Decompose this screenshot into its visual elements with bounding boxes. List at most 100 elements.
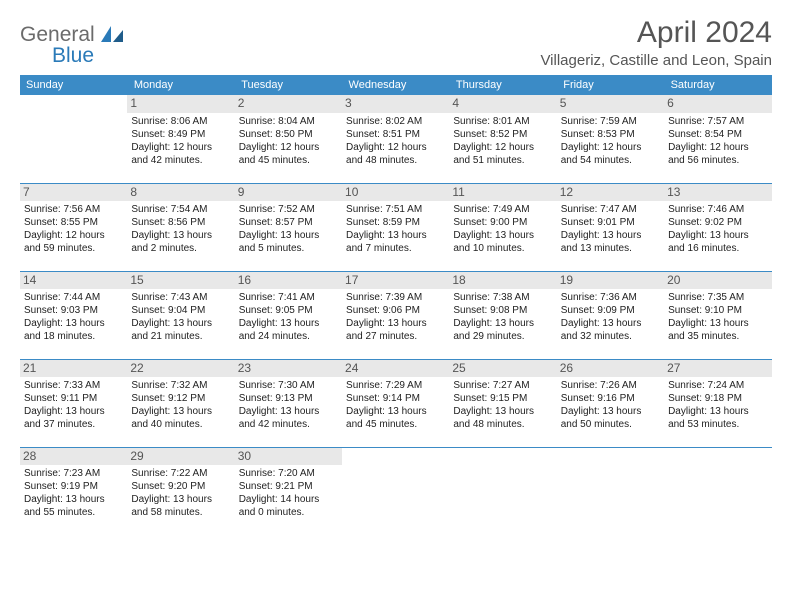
sunset-line: Sunset: 8:53 PM: [561, 128, 660, 141]
sunrise-line: Sunrise: 7:24 AM: [668, 379, 767, 392]
calendar-cell: 14Sunrise: 7:44 AMSunset: 9:03 PMDayligh…: [20, 271, 127, 359]
weekday-header: Sunday: [20, 75, 127, 95]
sunset-line: Sunset: 8:51 PM: [346, 128, 445, 141]
calendar-cell: 12Sunrise: 7:47 AMSunset: 9:01 PMDayligh…: [557, 183, 664, 271]
day-number: 30: [235, 448, 342, 466]
sunset-line: Sunset: 9:20 PM: [131, 480, 230, 493]
brand-part1: General: [20, 23, 95, 46]
daylight-line: Daylight: 14 hours and 0 minutes.: [239, 493, 338, 519]
calendar-cell: [449, 447, 556, 535]
calendar-week-row: 7Sunrise: 7:56 AMSunset: 8:55 PMDaylight…: [20, 183, 772, 271]
day-number: 4: [449, 95, 556, 113]
header: General Blue April 2024 Villageriz, Cast…: [20, 16, 772, 69]
daylight-line: Daylight: 13 hours and 48 minutes.: [453, 405, 552, 431]
sunset-line: Sunset: 8:54 PM: [668, 128, 767, 141]
sunset-line: Sunset: 9:03 PM: [24, 304, 123, 317]
calendar-cell: 22Sunrise: 7:32 AMSunset: 9:12 PMDayligh…: [127, 359, 234, 447]
calendar-cell: 28Sunrise: 7:23 AMSunset: 9:19 PMDayligh…: [20, 447, 127, 535]
daylight-line: Daylight: 13 hours and 16 minutes.: [668, 229, 767, 255]
weekday-header: Friday: [557, 75, 664, 95]
day-number: 25: [449, 360, 556, 378]
location-subtitle: Villageriz, Castille and Leon, Spain: [540, 52, 772, 69]
calendar-cell: 30Sunrise: 7:20 AMSunset: 9:21 PMDayligh…: [235, 447, 342, 535]
calendar-cell: [557, 447, 664, 535]
sunrise-line: Sunrise: 7:26 AM: [561, 379, 660, 392]
sunset-line: Sunset: 9:15 PM: [453, 392, 552, 405]
daylight-line: Daylight: 12 hours and 45 minutes.: [239, 141, 338, 167]
day-number: 22: [127, 360, 234, 378]
calendar-cell: 3Sunrise: 8:02 AMSunset: 8:51 PMDaylight…: [342, 95, 449, 183]
calendar-week-row: 1 Sunrise: 8:06 AMSunset: 8:49 PM Daylight…: [20, 95, 772, 183]
sunset-line: Sunset: 9:11 PM: [24, 392, 123, 405]
daylight-line: Daylight: 12 hours and 54 minutes.: [561, 141, 660, 167]
sunset-line: Sunset: 8:49 PM: [131, 128, 230, 141]
day-number: 15: [127, 272, 234, 290]
calendar-cell: 1Sunrise: 8:06 AMSunset: 8:49 PMDaylight…: [127, 95, 234, 183]
calendar-cell: 8Sunrise: 7:54 AMSunset: 8:56 PMDaylight…: [127, 183, 234, 271]
calendar-cell: 16Sunrise: 7:41 AMSunset: 9:05 PMDayligh…: [235, 271, 342, 359]
daylight-line: Daylight: 13 hours and 50 minutes.: [561, 405, 660, 431]
sunrise-line: Sunrise: 8:06 AM: [131, 115, 230, 128]
daylight-line: Daylight: 13 hours and 53 minutes.: [668, 405, 767, 431]
weekday-header: Monday: [127, 75, 234, 95]
sunrise-line: Sunrise: 7:49 AM: [453, 203, 552, 216]
calendar-cell: 5Sunrise: 7:59 AMSunset: 8:53 PMDaylight…: [557, 95, 664, 183]
calendar-cell: 15Sunrise: 7:43 AMSunset: 9:04 PMDayligh…: [127, 271, 234, 359]
sunrise-line: Sunrise: 7:41 AM: [239, 291, 338, 304]
sunset-line: Sunset: 9:18 PM: [668, 392, 767, 405]
daylight-line: Daylight: 12 hours and 51 minutes.: [453, 141, 552, 167]
weekday-header: Tuesday: [235, 75, 342, 95]
sunset-line: Sunset: 9:13 PM: [239, 392, 338, 405]
day-number: 1: [127, 95, 234, 113]
day-number: 18: [449, 272, 556, 290]
sunrise-line: Sunrise: 7:51 AM: [346, 203, 445, 216]
day-number: 12: [557, 184, 664, 202]
sunset-line: Sunset: 8:52 PM: [453, 128, 552, 141]
calendar-table: Sunday Monday Tuesday Wednesday Thursday…: [20, 75, 772, 535]
sunrise-line: Sunrise: 7:43 AM: [131, 291, 230, 304]
calendar-cell: 9Sunrise: 7:52 AMSunset: 8:57 PMDaylight…: [235, 183, 342, 271]
day-number: 11: [449, 184, 556, 202]
calendar-cell: 4Sunrise: 8:01 AMSunset: 8:52 PMDaylight…: [449, 95, 556, 183]
sunset-line: Sunset: 8:55 PM: [24, 216, 123, 229]
sail-icon: [101, 26, 123, 47]
day-number: 23: [235, 360, 342, 378]
daylight-line: Daylight: 13 hours and 2 minutes.: [131, 229, 230, 255]
calendar-cell: 19Sunrise: 7:36 AMSunset: 9:09 PMDayligh…: [557, 271, 664, 359]
daylight-line: Daylight: 13 hours and 45 minutes.: [346, 405, 445, 431]
sunrise-line: Sunrise: 7:29 AM: [346, 379, 445, 392]
sunrise-line: Sunrise: 7:47 AM: [561, 203, 660, 216]
sunset-line: Sunset: 9:02 PM: [668, 216, 767, 229]
calendar-cell: 21Sunrise: 7:33 AMSunset: 9:11 PMDayligh…: [20, 359, 127, 447]
day-number: 13: [664, 184, 771, 202]
daylight-line: Daylight: 13 hours and 21 minutes.: [131, 317, 230, 343]
calendar-cell: 23Sunrise: 7:30 AMSunset: 9:13 PMDayligh…: [235, 359, 342, 447]
weekday-header-row: Sunday Monday Tuesday Wednesday Thursday…: [20, 75, 772, 95]
calendar-cell: [342, 447, 449, 535]
daylight-line: Daylight: 13 hours and 32 minutes.: [561, 317, 660, 343]
daylight-line: Daylight: 13 hours and 37 minutes.: [24, 405, 123, 431]
calendar-cell: 13Sunrise: 7:46 AMSunset: 9:02 PMDayligh…: [664, 183, 771, 271]
day-number: 19: [557, 272, 664, 290]
calendar-cell: 11Sunrise: 7:49 AMSunset: 9:00 PMDayligh…: [449, 183, 556, 271]
sunrise-line: Sunrise: 7:52 AM: [239, 203, 338, 216]
month-title: April 2024: [540, 16, 772, 50]
day-number: 6: [664, 95, 771, 113]
sunset-line: Sunset: 9:19 PM: [24, 480, 123, 493]
day-number: 28: [20, 448, 127, 466]
daylight-line: Daylight: 13 hours and 29 minutes.: [453, 317, 552, 343]
sunrise-line: Sunrise: 7:56 AM: [24, 203, 123, 216]
sunset-line: Sunset: 8:50 PM: [239, 128, 338, 141]
daylight-line: Daylight: 12 hours and 56 minutes.: [668, 141, 767, 167]
daylight-line: Daylight: 13 hours and 40 minutes.: [131, 405, 230, 431]
sunrise-line: Sunrise: 7:36 AM: [561, 291, 660, 304]
sunrise-line: Sunrise: 8:02 AM: [346, 115, 445, 128]
sunset-line: Sunset: 9:16 PM: [561, 392, 660, 405]
calendar-cell: 6Sunrise: 7:57 AMSunset: 8:54 PMDaylight…: [664, 95, 771, 183]
sunset-line: Sunset: 8:56 PM: [131, 216, 230, 229]
calendar-week-row: 21Sunrise: 7:33 AMSunset: 9:11 PMDayligh…: [20, 359, 772, 447]
sunset-line: Sunset: 8:57 PM: [239, 216, 338, 229]
daylight-line: Daylight: 13 hours and 10 minutes.: [453, 229, 552, 255]
sunrise-line: Sunrise: 7:38 AM: [453, 291, 552, 304]
daylight-line: Daylight: 12 hours and 59 minutes.: [24, 229, 123, 255]
